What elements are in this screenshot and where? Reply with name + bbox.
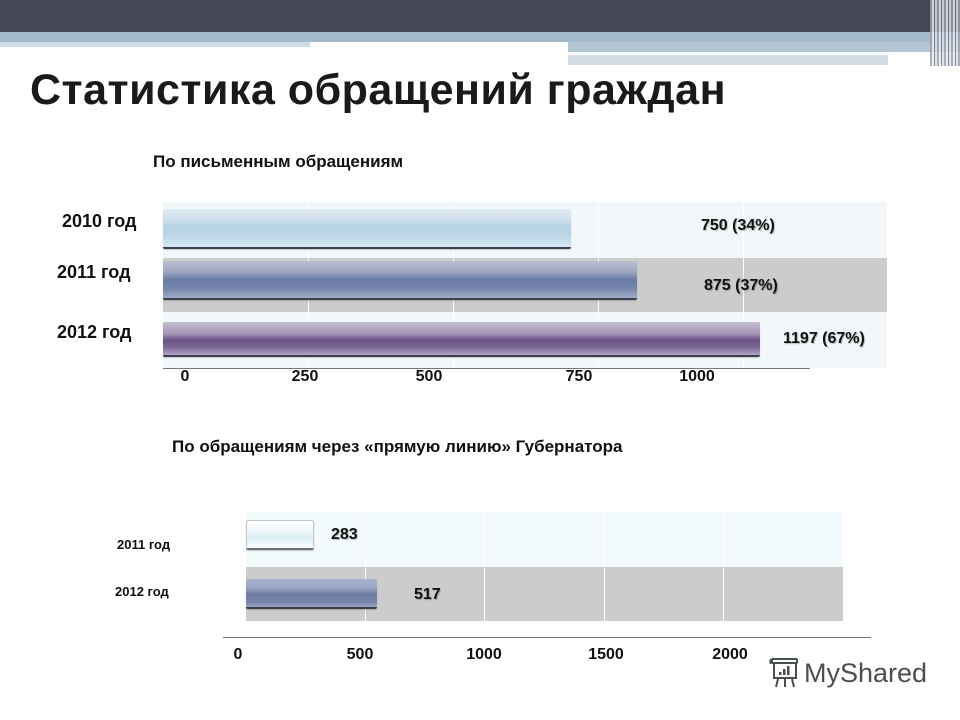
chart1-subtitle: По письменным обращениям [153,152,404,171]
chart2-xtick: 0 [233,646,243,663]
chart2-xtick: 1000 [466,646,502,663]
slide-title: Статистика обращений граждан [30,66,727,114]
chart2-gridline [365,512,366,621]
header-stripes [930,0,960,66]
header-band-accent-lower [568,55,888,65]
chart2-gridline [604,512,605,621]
chart1-xtick: 0 [180,368,190,385]
chart2-xtick: 2000 [712,646,748,663]
chart2-xtick: 500 [346,646,374,663]
chart2-ylabel-2011: 2011 год [117,537,171,552]
presentation-board-icon [768,656,800,690]
chart1-gridline [743,202,744,368]
chart2-value-2011: 283 [331,526,358,543]
chart1-value-2010: 750 (34%) [701,217,775,234]
chart2-gridline [723,512,724,621]
chart1-plot [163,202,887,368]
chart1-ylabel-2011: 2011 год [57,262,131,282]
chart1-ylabel-2010: 2010 год [62,211,137,231]
chart1-xtick: 1000 [679,368,715,385]
header-band [0,32,960,42]
chart1-xtick: 500 [415,368,443,385]
chart1-bar-2010 [163,209,571,249]
chart2-subtitle: По обращениям через «прямую линию» Губер… [172,437,623,456]
chart2-bar-2012 [246,579,377,609]
watermark: MyShared [768,656,927,690]
chart2-value-2012: 517 [414,586,441,603]
header-band-accent [0,42,310,47]
chart1-xtick: 250 [291,368,319,385]
chart1-x-axis [163,368,810,369]
chart2-plot [246,512,843,621]
header-bar [0,0,960,32]
watermark-text: MyShared [804,657,928,688]
chart1-xtick: 750 [565,368,593,385]
chart1-bar-2011 [163,261,637,300]
chart2-gridline [484,512,485,621]
chart1-ylabel-2012: 2012 год [57,322,132,342]
chart1-value-2012: 1197 (67%) [783,330,865,347]
chart2-x-axis [223,637,871,638]
header-band-line [568,52,898,55]
chart2-ylabel-2012: 2012 год [115,584,169,599]
chart2-xtick: 1500 [588,646,624,663]
chart1-bar-2012 [163,322,760,357]
chart1-value-2011: 875 (37%) [704,277,778,294]
chart2-bar-2011 [246,520,314,550]
chart2-row-bg-1 [246,512,843,567]
header-band-accent-right [568,42,960,52]
